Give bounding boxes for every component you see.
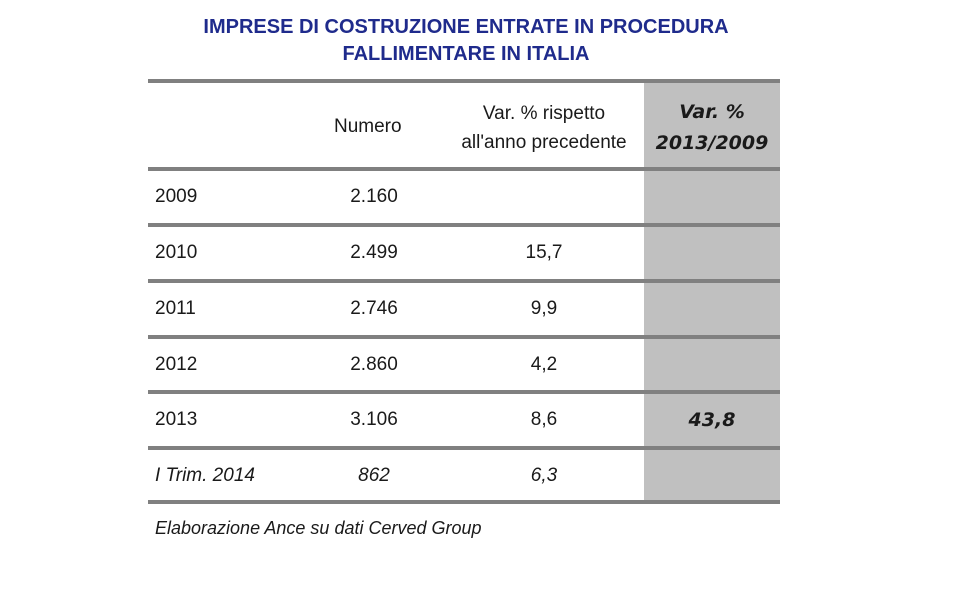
table-row: 2011 2.746 9,9 [148, 283, 780, 335]
table-rule [148, 500, 780, 504]
header-var-prev-line-2: all'anno precedente [461, 132, 627, 153]
table-rule [148, 167, 780, 171]
cell-var: 9,9 [530, 298, 558, 319]
table-rule [148, 335, 780, 339]
header-var-total-line-1: Var. % [679, 101, 745, 123]
cell-var: 6,3 [530, 465, 558, 486]
table-rule [148, 390, 780, 394]
table-rule [148, 446, 780, 450]
cell-numero: 3.106 [350, 409, 398, 430]
cell-year: I Trim. 2014 [155, 465, 255, 486]
table-title-line-2: FALLIMENTARE IN ITALIA [342, 43, 590, 65]
cell-var-total: 43,8 [688, 409, 736, 431]
cell-numero: 2.160 [350, 186, 398, 207]
table-row: 2009 2.160 [148, 171, 780, 223]
cell-year: 2011 [155, 298, 196, 319]
table-rule [148, 279, 780, 283]
table-rule [148, 223, 780, 227]
cell-numero: 2.746 [350, 298, 398, 319]
table-row: 2012 2.860 4,2 [148, 339, 780, 391]
cell-year: 2012 [155, 354, 198, 375]
table-row: 2010 2.499 15,7 [148, 227, 780, 279]
source-note: Elaborazione Ance su dati Cerved Group [155, 518, 482, 538]
cell-year: 2013 [155, 409, 198, 430]
table-title-line-1: IMPRESE DI COSTRUZIONE ENTRATE IN PROCED… [203, 16, 729, 38]
cell-numero: 862 [358, 465, 390, 486]
header-var-prev-line-1: Var. % rispetto [482, 103, 606, 124]
header-var-total: Var. % 2013/2009 [644, 97, 780, 159]
cell-year: 2009 [155, 186, 198, 207]
table-row: I Trim. 2014 862 6,3 [148, 450, 780, 502]
highlight-column [644, 81, 780, 501]
cell-var: 4,2 [530, 354, 558, 375]
cell-var: 8,6 [530, 409, 558, 430]
table-row: 2013 3.106 8,6 43,8 [148, 394, 780, 446]
cell-numero: 2.860 [350, 354, 398, 375]
table-rule [148, 79, 780, 83]
header-numero: Numero [334, 116, 402, 137]
cell-var: 15,7 [525, 242, 563, 263]
header-var-total-line-2: 2013/2009 [655, 132, 769, 154]
header-var-prev: Var. % rispetto all'anno precedente [446, 99, 642, 157]
cell-numero: 2.499 [350, 242, 398, 263]
table-title: IMPRESE DI COSTRUZIONE ENTRATE IN PROCED… [148, 14, 784, 68]
cell-year: 2010 [155, 242, 198, 263]
